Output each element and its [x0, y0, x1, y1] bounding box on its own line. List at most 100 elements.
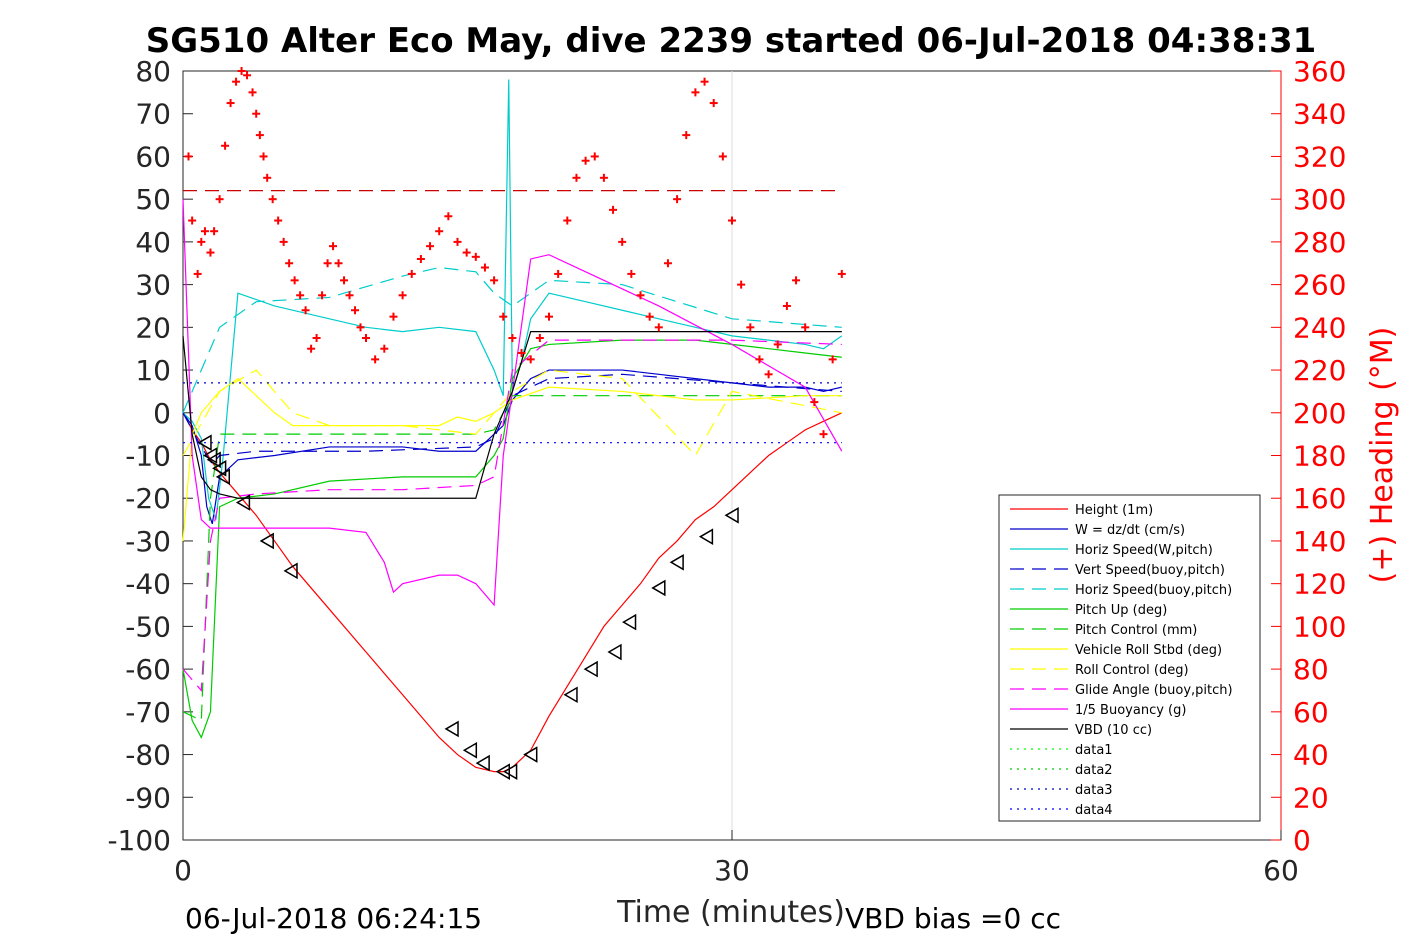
heading-point [279, 237, 288, 246]
legend-label: Pitch Up (deg) [1075, 603, 1167, 618]
right-tick-label: 100 [1293, 610, 1346, 643]
right-tick-label: 220 [1293, 354, 1346, 387]
heading-point [193, 269, 202, 278]
right-tick-label: 280 [1293, 226, 1346, 259]
y-tick-label: -40 [125, 568, 171, 601]
heading-point [480, 263, 489, 272]
y-tick-label: -70 [125, 696, 171, 729]
series-line-vbd-10-cc [182, 331, 842, 499]
left-y-axis: 80 70 60 50 40 30 20 10 0 -10 -20 -30 -40 -50 -60 -70 -8… [107, 55, 193, 857]
heading-point [837, 269, 846, 278]
footer-timestamp: 06-Jul-2018 06:24:15 [185, 902, 482, 935]
legend-items: Height (1m) W = dz/dt (cm/s) Horiz Speed(W… [1010, 503, 1233, 818]
heading-point [184, 152, 193, 161]
right-tick-label: 80 [1293, 653, 1329, 686]
footer-vbd-bias: VBD bias =0 cc [845, 902, 1061, 935]
heading-point [627, 269, 636, 278]
heading-point [636, 291, 645, 300]
y-tick-label: -100 [107, 824, 171, 857]
y-tick-label: -50 [125, 610, 171, 643]
height-marker [724, 507, 739, 524]
series-line-horiz-speed-buoy-pitch [182, 266, 842, 414]
heading-point [471, 252, 480, 261]
height-marker [669, 553, 684, 571]
legend-label: VBD (10 cc) [1075, 723, 1152, 738]
heading-point [252, 109, 261, 118]
legend: Height (1m) W = dz/dt (cm/s) Horiz Speed(W… [998, 494, 1261, 822]
series-line-roll-control-deg [182, 369, 842, 457]
heading-point [259, 152, 268, 161]
heading-point [444, 212, 453, 221]
legend-label: 1/5 Buoyancy (g) [1075, 703, 1186, 718]
heading-point [590, 152, 599, 161]
heading-point [572, 173, 581, 182]
y-tick-label: -80 [125, 739, 171, 772]
heading-point [718, 152, 727, 161]
height-marker [583, 660, 598, 678]
height-marker [503, 763, 518, 780]
heading-point [828, 355, 837, 364]
x-tick-label: 0 [174, 854, 192, 887]
legend-label: data2 [1075, 763, 1113, 778]
legend-label: Roll Control (deg) [1075, 663, 1189, 678]
height-marker [444, 720, 459, 738]
heading-point [609, 205, 618, 214]
y-tick-label: 30 [135, 269, 171, 302]
series-line-w-dz-dt-cm-s [182, 369, 842, 525]
legend-label: Vert Speed(buoy,pitch) [1075, 563, 1225, 578]
right-tick-label: 300 [1293, 183, 1346, 216]
legend-label: Glide Angle (buoy,pitch) [1075, 683, 1233, 698]
right-tick-label: 160 [1293, 482, 1346, 515]
heading-point [773, 340, 782, 349]
heading-point [226, 99, 235, 108]
heading-point [728, 216, 736, 225]
heading-point [526, 355, 535, 364]
heading-point [407, 269, 416, 278]
height-marker [698, 528, 714, 545]
heading-point [345, 291, 354, 300]
y-tick-label: 70 [135, 98, 171, 131]
heading-point [389, 312, 398, 321]
heading-point [755, 355, 764, 364]
height-marker [206, 451, 221, 469]
y-tick-label: -60 [125, 653, 171, 686]
heading-point [490, 276, 499, 285]
heading-point [215, 195, 224, 204]
height-marker [607, 643, 622, 661]
right-tick-label: 260 [1293, 269, 1346, 302]
right-tick-label: 120 [1293, 568, 1346, 601]
legend-label: W = dz/dt (cm/s) [1075, 523, 1185, 538]
heading-point [221, 141, 230, 150]
heading-point [517, 348, 526, 357]
heading-point [782, 301, 791, 310]
height-marker [283, 562, 298, 580]
heading-point [351, 306, 360, 315]
heading-point [618, 237, 627, 246]
heading-point [210, 227, 219, 236]
series-line-height-1m [182, 412, 843, 773]
heading-point [296, 291, 305, 300]
heading-point [663, 259, 672, 268]
heading-point [764, 370, 773, 379]
heading-point [255, 131, 264, 140]
series-line-1-5-buoyancy-g [182, 199, 843, 607]
x-axis: 0 30 60 [174, 830, 1299, 887]
series-line-vert-speed-buoy-pitch [182, 373, 842, 466]
heading-point [371, 355, 380, 364]
heading-point [188, 216, 197, 225]
legend-label: data4 [1075, 803, 1113, 818]
height-marker [651, 579, 666, 597]
heading-point [819, 430, 828, 439]
right-tick-label: 60 [1293, 696, 1329, 729]
y-tick-label: -90 [125, 781, 171, 814]
heading-point [340, 276, 349, 285]
legend-label: data3 [1075, 783, 1113, 798]
heading-point [654, 323, 663, 332]
series-line-horiz-speed-w-pitch [182, 79, 843, 520]
heading-point [398, 291, 407, 300]
right-axis-label: (+) Heading (°M) [1365, 327, 1400, 584]
heading-point [709, 99, 718, 108]
height-marker [495, 763, 510, 780]
heading-point [307, 344, 316, 353]
